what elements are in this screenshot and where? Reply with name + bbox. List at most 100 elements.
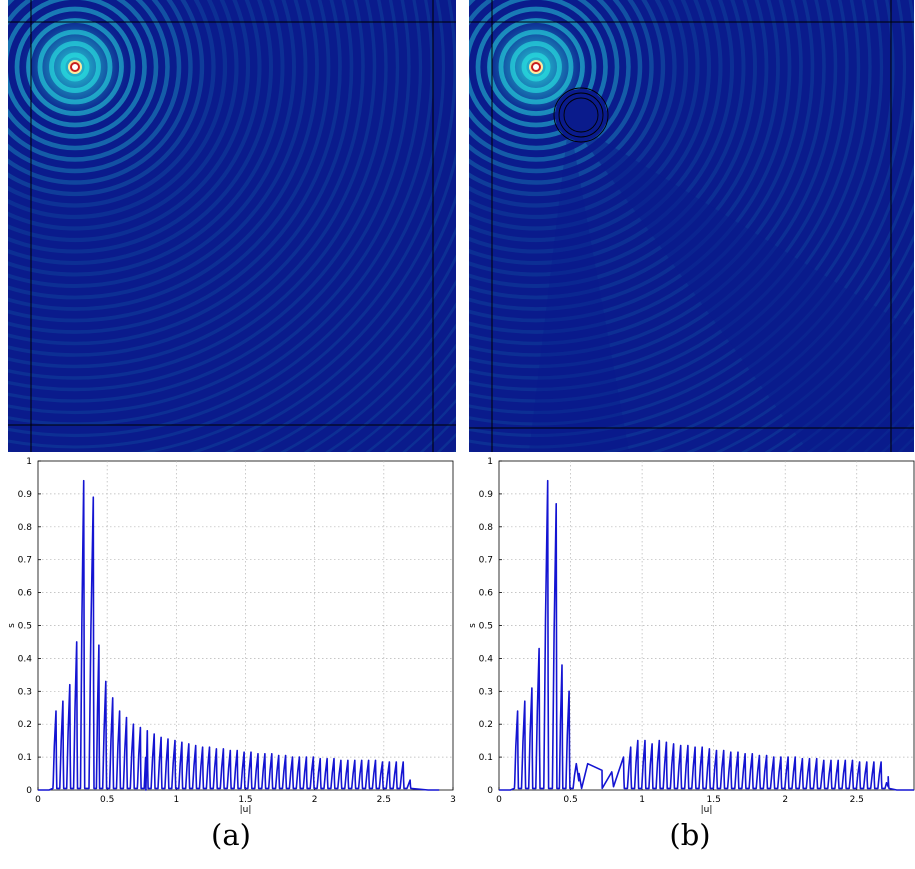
peak-point — [644, 740, 646, 742]
peak-point — [354, 759, 356, 761]
peak-point — [139, 726, 141, 729]
y-tick-label: 0 — [26, 786, 32, 796]
y-tick-label: 0.5 — [18, 622, 32, 632]
wave-ring — [469, 0, 838, 369]
peak-point — [402, 761, 404, 763]
y-axis-label: s — [7, 623, 17, 628]
peak-point — [222, 748, 224, 750]
wave-ring — [26, 18, 124, 116]
y-tick-label: 0.7 — [18, 556, 32, 566]
peak-point — [202, 746, 204, 748]
wave-ring — [8, 0, 342, 334]
x-tick-label: 0 — [35, 795, 41, 805]
peak-point — [347, 759, 349, 761]
y-tick-label: 1 — [487, 457, 493, 467]
x-tick-label: 1.5 — [238, 795, 252, 805]
peak-point — [637, 740, 639, 742]
y-tick-label: 0.8 — [479, 523, 494, 533]
peak-point — [801, 758, 803, 760]
y-tick-label: 0.7 — [479, 556, 493, 566]
x-tick-label: 1 — [173, 795, 179, 805]
wave-ring — [510, 41, 562, 93]
peak-point — [866, 761, 868, 763]
wave-ring — [8, 0, 411, 403]
y-tick-label: 1 — [26, 457, 32, 467]
wave-ring — [469, 0, 803, 334]
line-chart-b: 0 0.1 0.2 0.3 0.4 0.5 0.6 0.7 0.8 0.9 1 0 0.5 1 1.5 2 2.… — [468, 457, 915, 815]
x-tick-label: 3 — [450, 795, 456, 805]
wave-ring — [469, 0, 914, 449]
peak-point — [787, 756, 789, 758]
wave-ring — [469, 0, 815, 346]
wave-ring — [469, 0, 734, 265]
peak-point — [257, 753, 259, 755]
peak-point — [658, 740, 660, 742]
wave-ring — [8, 0, 262, 254]
wave-ring — [8, 0, 251, 243]
x-axis-label: |u| — [701, 805, 713, 815]
wave-ring — [60, 52, 90, 82]
wave-ring — [8, 0, 239, 231]
wave-ring — [469, 0, 746, 277]
wave-ring — [49, 41, 101, 93]
wave-ring — [37, 29, 113, 105]
wave-ring — [469, 0, 861, 392]
y-tick-label: 0.5 — [479, 622, 493, 632]
peak-point — [687, 744, 689, 747]
wave-field-a — [8, 0, 456, 452]
scatterer-outline — [558, 92, 604, 138]
wave-ring — [469, 0, 712, 243]
wave-ring — [469, 0, 849, 380]
peak-point — [208, 746, 211, 748]
wave-rings — [8, 0, 456, 452]
wave-ring — [8, 0, 170, 162]
wave-ring — [475, 6, 597, 128]
y-tick-label: 0.1 — [479, 753, 493, 763]
peak-point — [672, 743, 675, 745]
peak-point — [374, 759, 377, 761]
series-line — [499, 479, 914, 791]
peak-point — [575, 763, 577, 765]
peak-point — [312, 756, 314, 758]
scatterer-disk — [555, 89, 607, 141]
peak-point — [744, 753, 746, 755]
peak-point — [319, 758, 321, 760]
wave-ring — [469, 0, 654, 185]
peak-point — [119, 710, 121, 712]
caption-a: (a) — [211, 818, 251, 852]
grid-lines — [38, 461, 453, 790]
wave-ring — [469, 0, 666, 197]
line-chart-a: 0 0.1 0.2 0.3 0.4 0.5 0.6 0.7 0.8 0.9 1 0 0.5 1 1.5 2 2.… — [7, 457, 456, 815]
peak-point — [547, 480, 549, 482]
peak-point — [195, 744, 197, 747]
peak-point — [758, 754, 761, 757]
peak-point — [112, 697, 114, 699]
source-center — [72, 64, 78, 70]
wave-ring — [469, 0, 769, 300]
y-tick-label: 0.6 — [18, 589, 33, 599]
peak-point — [851, 759, 854, 761]
peak-point — [880, 761, 882, 763]
peak-point — [409, 779, 411, 781]
peak-point — [531, 687, 533, 689]
wave-ring — [8, 0, 365, 357]
peak-markers — [55, 480, 411, 781]
line-plot-a: 0 0.1 0.2 0.3 0.4 0.5 0.6 0.7 0.8 0.9 1 0 0.5 1 1.5 2 2.… — [7, 452, 456, 815]
peak-point — [305, 756, 307, 758]
wave-ring — [469, 0, 895, 426]
y-tick-label: 0.9 — [18, 490, 33, 500]
peak-point — [188, 743, 190, 745]
x-tick-label: 0.5 — [100, 795, 114, 805]
shadow-zone-2 — [529, 120, 629, 452]
peak-point — [694, 746, 696, 748]
wave-ring — [14, 6, 136, 128]
peak-point — [98, 644, 100, 646]
peak-point — [278, 754, 280, 757]
wave-ring — [8, 0, 319, 311]
wave-field-b — [469, 0, 914, 452]
peak-point — [773, 756, 775, 758]
wave-ring — [8, 0, 434, 426]
peak-point — [737, 751, 739, 753]
wave-ring — [469, 0, 884, 415]
x-tick-label: 0 — [496, 795, 502, 805]
